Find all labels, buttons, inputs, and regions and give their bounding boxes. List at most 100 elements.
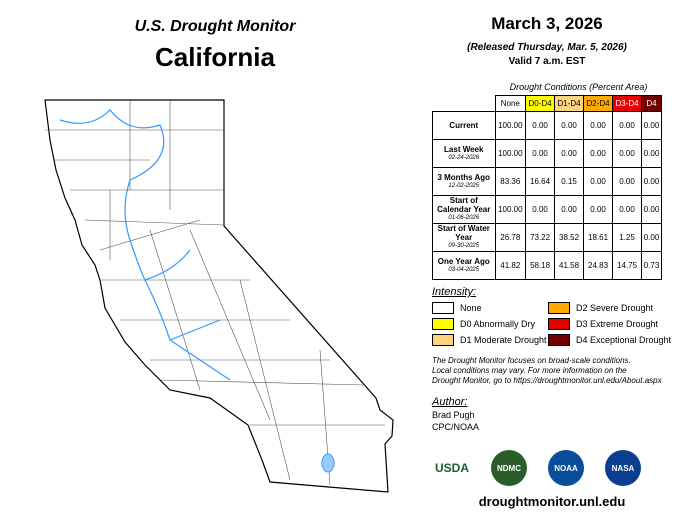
table-row: 3 Months Ago 12-02-2025 83.36 16.64 0.15 0.00… [432, 167, 662, 196]
table-row: Last Week 02-24-2026 100.00 0.00 0.00 0.00 0.0… [432, 139, 662, 168]
row-label: Current [432, 111, 496, 140]
legend-item: D1 Moderate Drought [432, 334, 547, 346]
logo: NOAA [548, 450, 584, 486]
row-title: One Year Ago [437, 256, 490, 266]
legend-item: None [432, 302, 482, 314]
cell: 0.00 [641, 195, 662, 224]
swatch [432, 302, 454, 314]
legend-label: D4 Exceptional Drought [576, 335, 672, 345]
table-row: Current 100.00 0.00 0.00 0.00 0.00 0.00 [432, 111, 662, 140]
legend-item: D0 Abnormally Dry [432, 318, 535, 330]
cell: 0.00 [525, 139, 556, 168]
cell: 73.22 [525, 223, 556, 252]
released: (Released Thursday, Mar. 5, 2026) [467, 42, 627, 53]
logo: USDA [434, 450, 470, 486]
cell: 100.00 [494, 195, 527, 224]
cell: 38.52 [554, 223, 585, 252]
cell: 0.00 [612, 111, 643, 140]
cell: 0.00 [641, 167, 662, 196]
legend-item: D2 Severe Drought [548, 302, 653, 314]
author-name: Brad Pugh [432, 410, 475, 420]
note: The Drought Monitor focuses on broad-sca… [432, 356, 662, 386]
cell: 26.78 [494, 223, 527, 252]
cell: 41.82 [494, 251, 527, 280]
cell: 0.00 [583, 167, 614, 196]
state-outline [44, 99, 394, 493]
cell: 100.00 [494, 111, 527, 140]
row-label: Start of Water Year 09-30-2025 [432, 223, 496, 252]
date: March 3, 2026 [491, 14, 603, 33]
row-title: 3 Months Ago [437, 172, 491, 182]
cell: 0.00 [583, 139, 614, 168]
column-header: D2-D4 [583, 95, 614, 112]
lake [321, 453, 335, 473]
row-date: 03-04-2025 [448, 266, 480, 273]
legend-title: Intensity: [432, 286, 477, 298]
rivers [59, 109, 231, 381]
cell: 58.18 [525, 251, 556, 280]
cell: 0.00 [525, 195, 556, 224]
row-date: 09-30-2025 [448, 243, 480, 249]
title: California [155, 42, 275, 72]
swatch [432, 334, 454, 346]
row-label: 3 Months Ago 12-02-2025 [432, 167, 496, 196]
cell: 0.00 [583, 195, 614, 224]
legend-item: D4 Exceptional Drought [548, 334, 671, 346]
cell: 83.36 [494, 167, 527, 196]
subtitle: U.S. Drought Monitor [134, 18, 296, 35]
conditions-table: None D0-D4 D1-D4 D2-D4 D3-D4 D4 Current 100.00 0… [432, 95, 662, 280]
cell: 14.75 [612, 251, 643, 280]
logos: USDA NDMC NOAA NASA [430, 450, 670, 490]
note-line: The Drought Monitor focuses on broad-sca… [432, 356, 631, 365]
row-date: 12-02-2025 [448, 182, 480, 189]
cell: 18.61 [583, 223, 614, 252]
cell: 0.15 [554, 167, 585, 196]
county-lines [45, 100, 385, 486]
cell: 0.73 [641, 251, 662, 280]
row-date: 02-24-2026 [448, 154, 480, 161]
cell: 0.00 [641, 223, 662, 252]
table-row: Start of Water Year 09-30-2025 26.78 73.22 3… [432, 223, 662, 252]
logo: NASA [605, 450, 641, 486]
corner [433, 96, 496, 112]
row-title: Start of Calendar Year [437, 196, 491, 214]
url: droughtmonitor.unl.edu [478, 494, 626, 509]
legend-label: D1 Moderate Drought [460, 335, 547, 345]
table-row: Start of Calendar Year 01-06-2026 100.00 0.… [432, 195, 662, 224]
cell: 24.83 [583, 251, 614, 280]
row-date: 01-06-2026 [448, 215, 480, 221]
table-row: One Year Ago 03-04-2025 41.82 58.18 41.58 24.… [432, 251, 662, 280]
column-header: D4 [641, 95, 662, 112]
column-header: D0-D4 [525, 95, 556, 112]
legend-item: D3 Extreme Drought [548, 318, 658, 330]
cell: 0.00 [641, 111, 662, 140]
note-line: Local conditions may vary. For more info… [432, 366, 627, 375]
swatch [548, 334, 570, 346]
cell: 0.00 [612, 139, 643, 168]
row-title: Current [449, 121, 479, 130]
cell: 41.58 [554, 251, 585, 280]
cell: 0.00 [641, 139, 662, 168]
column-header: None [494, 95, 527, 112]
swatch [432, 318, 454, 330]
swatch [548, 302, 570, 314]
legend-label: None [460, 303, 482, 313]
row-title: Last Week [444, 144, 484, 154]
author-org: CPC/NOAA [432, 422, 480, 432]
cell: 1.25 [612, 223, 643, 252]
cell: 0.00 [612, 195, 643, 224]
row-label: One Year Ago 03-04-2025 [432, 251, 496, 280]
map [44, 99, 394, 493]
cell: 0.00 [612, 167, 643, 196]
note-line: Drought Monitor, go to https://droughtmo… [432, 376, 662, 385]
legend-label: D3 Extreme Drought [576, 319, 659, 329]
cell: 0.00 [525, 111, 556, 140]
cell: 0.00 [554, 139, 585, 168]
cell: 16.64 [525, 167, 556, 196]
header-row: None D0-D4 D1-D4 D2-D4 D3-D4 D4 [433, 95, 662, 112]
table-caption: Drought Conditions (Percent Area) [509, 82, 648, 92]
cell: 0.00 [554, 195, 585, 224]
column-header: D1-D4 [554, 95, 585, 112]
legend-label: D0 Abnormally Dry [460, 319, 536, 329]
